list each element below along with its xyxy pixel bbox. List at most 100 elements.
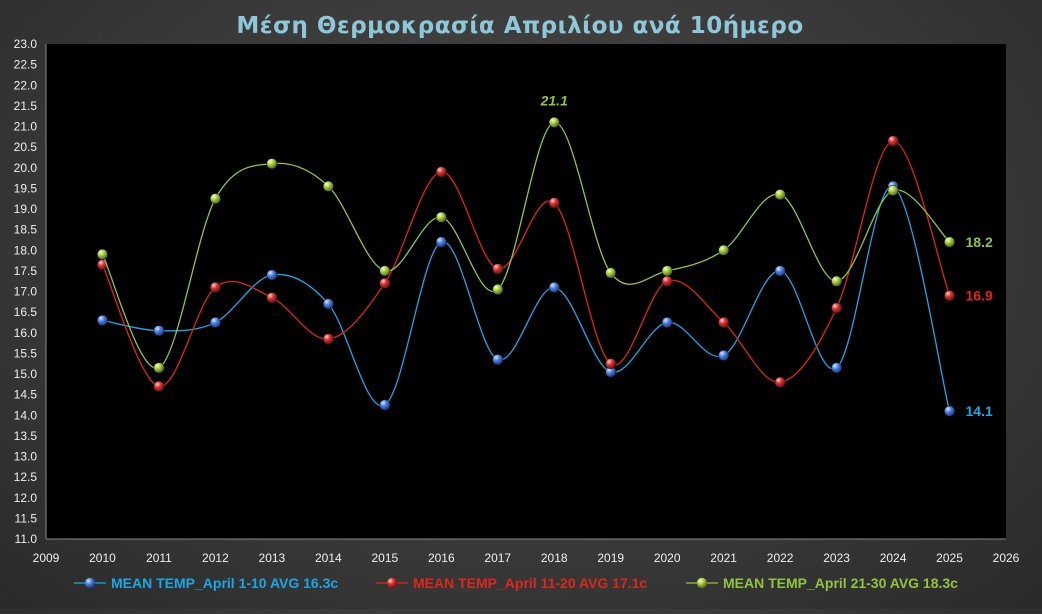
x-tick-label: 2025 (936, 551, 963, 565)
y-tick-label: 11.5 (15, 511, 38, 525)
series-3-point (153, 362, 165, 374)
series-1-point (209, 316, 221, 328)
legend-label: MEAN TEMP_April 21-30 AVG 18.3c (723, 575, 958, 591)
legend: MEAN TEMP_April 1-10 AVG 16.3c MEAN TEMP_… (74, 575, 958, 591)
series-2-point (209, 281, 221, 293)
legend-label: MEAN TEMP_April 11-20 AVG 17.1c (413, 575, 647, 591)
series-1-point (774, 265, 786, 277)
chart-title: Μέση Θερμοκρασία Απριλίου ανά 10ήμερο (236, 13, 803, 39)
x-tick-label: 2020 (654, 551, 681, 565)
series-3-point (97, 248, 108, 260)
series-1-point (97, 314, 108, 326)
legend-item-1: MEAN TEMP_April 1-10 AVG 16.3c (74, 575, 338, 591)
series-3-point (831, 275, 843, 287)
y-tick-label: 12.0 (14, 491, 38, 505)
series-layer (97, 116, 955, 417)
x-tick-label: 2024 (880, 551, 907, 565)
series-1-point (379, 399, 391, 411)
y-tick-label: 11.0 (15, 532, 38, 546)
plot-area (46, 44, 1006, 539)
y-tick-label: 15.5 (14, 346, 38, 360)
x-tick-label: 2012 (202, 551, 229, 565)
legend-item-2: MEAN TEMP_April 11-20 AVG 17.1c (376, 575, 647, 591)
series-2-point (718, 316, 730, 328)
series-3-end-label: 18.2 (966, 234, 993, 250)
series-3-point (435, 211, 447, 223)
x-tick-label: 2021 (710, 551, 737, 565)
series-3-point (944, 236, 955, 248)
series-3-peak-label: 21.1 (540, 92, 568, 108)
series-2 (97, 135, 955, 392)
y-tick-label: 14.0 (14, 408, 38, 422)
x-tick-label: 2017 (484, 551, 511, 565)
series-3-point (379, 265, 391, 277)
y-tick-label: 20.5 (14, 140, 38, 154)
y-tick-label: 12.5 (14, 470, 38, 484)
y-tick-label: 13.0 (14, 450, 38, 464)
y-axis-ticks: 11.0 11.5 12.0 12.5 13.0 13.5 14.0 14.5 15.0 15.5… (14, 37, 38, 546)
series-3 (97, 116, 955, 374)
series-2-point (944, 290, 955, 302)
series-1-point (661, 316, 673, 328)
legend-label: MEAN TEMP_April 1-10 AVG 16.3c (111, 575, 338, 591)
y-tick-label: 17.0 (14, 285, 38, 299)
series-3-point (492, 283, 504, 295)
series-3-point (605, 267, 617, 279)
series-2-point (153, 380, 165, 392)
series-2-end-label: 16.9 (966, 288, 993, 304)
y-tick-label: 18.0 (14, 243, 38, 257)
series-3-point (887, 184, 899, 196)
x-tick-label: 2009 (33, 551, 60, 565)
series-3-point (774, 189, 786, 201)
y-tick-label: 19.0 (14, 202, 38, 216)
x-tick-label: 2022 (767, 551, 794, 565)
y-tick-label: 20.0 (14, 161, 38, 175)
series-2-point (322, 333, 334, 345)
legend-marker (386, 577, 398, 589)
series-1-point (548, 281, 560, 293)
series-1-point (153, 325, 165, 337)
series-3-point (322, 180, 334, 192)
series-1-point (944, 405, 955, 417)
series-1 (97, 180, 955, 417)
x-tick-label: 2015 (371, 551, 398, 565)
series-1-end-label: 14.1 (966, 403, 993, 419)
x-tick-label: 2011 (146, 551, 172, 565)
x-tick-label: 2023 (823, 551, 850, 565)
y-tick-label: 22.0 (14, 78, 38, 92)
x-tick-label: 2013 (259, 551, 286, 565)
series-2-point (887, 135, 899, 147)
series-3-line (101, 121, 950, 369)
x-tick-label: 2018 (541, 551, 568, 565)
y-tick-label: 21.0 (14, 120, 38, 134)
series-1-point (435, 236, 447, 248)
series-1-point (718, 349, 730, 361)
y-tick-label: 23.0 (14, 37, 38, 51)
series-3-point (718, 244, 730, 256)
series-2-point (831, 302, 843, 314)
series-2-point (492, 263, 504, 275)
series-2-point (266, 292, 278, 304)
y-tick-label: 21.5 (14, 99, 38, 113)
y-tick-label: 19.5 (14, 181, 38, 195)
x-tick-label: 2019 (597, 551, 624, 565)
y-tick-label: 13.5 (14, 429, 38, 443)
series-1-point (831, 362, 843, 374)
y-tick-label: 14.5 (14, 388, 38, 402)
series-2-line (101, 140, 951, 388)
y-tick-label: 18.5 (14, 223, 38, 237)
series-2-point (548, 197, 560, 209)
series-3-point (661, 265, 673, 277)
series-2-point (661, 275, 673, 287)
x-tick-label: 2010 (89, 551, 116, 565)
series-1-point (266, 269, 278, 281)
x-tick-label: 2016 (428, 551, 455, 565)
series-3-point (548, 116, 560, 128)
series-2-point (605, 358, 617, 370)
x-tick-label: 2014 (315, 551, 342, 565)
x-tick-label: 2026 (993, 551, 1020, 565)
y-tick-label: 17.5 (14, 264, 38, 278)
series-3-point (266, 158, 278, 170)
